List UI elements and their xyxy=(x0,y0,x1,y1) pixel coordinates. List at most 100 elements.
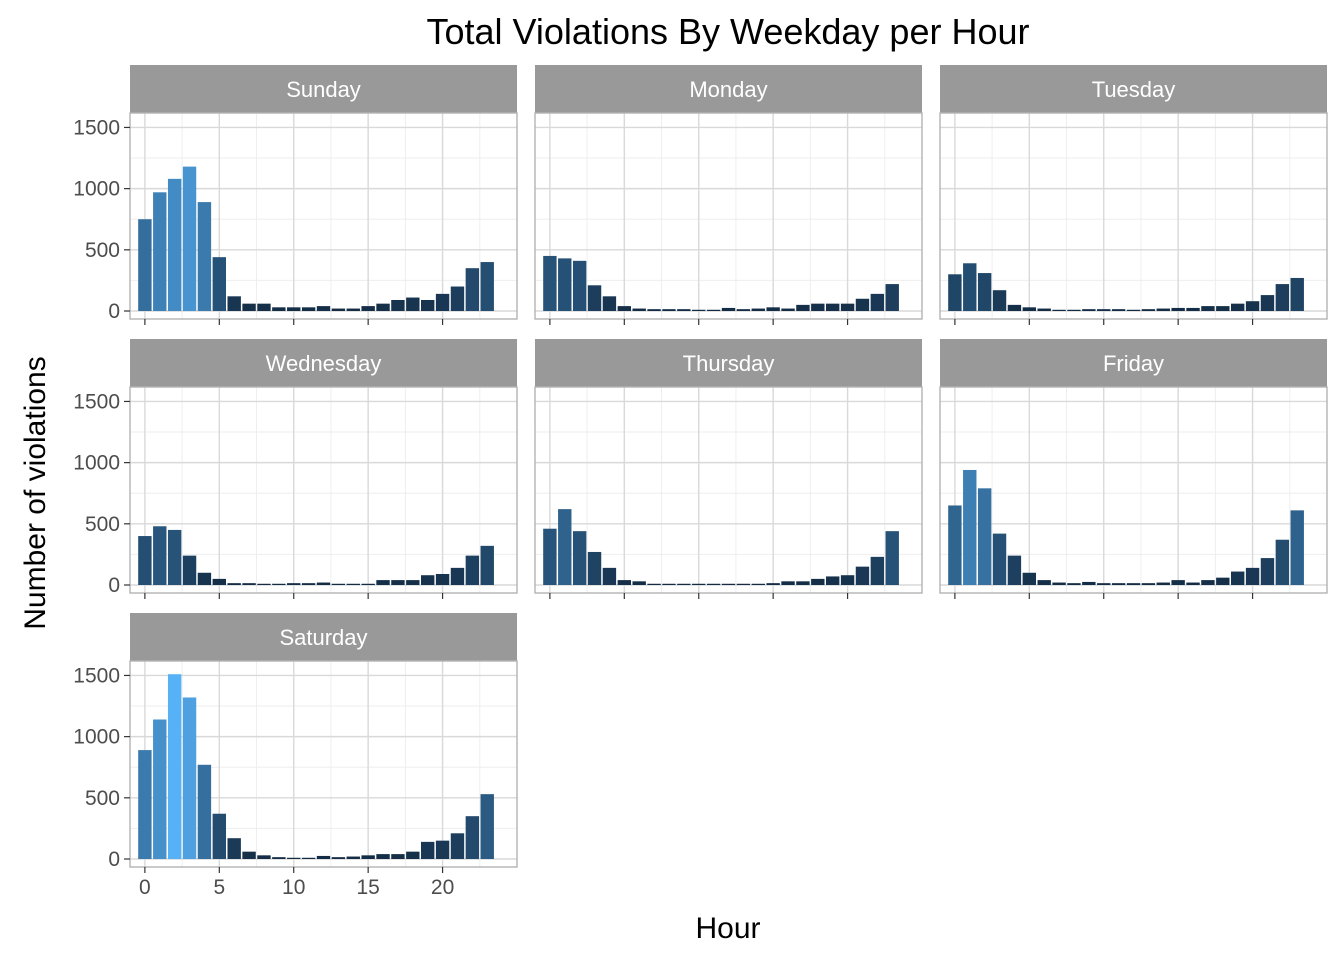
bar-hour-3 xyxy=(182,697,197,859)
bar-hour-21 xyxy=(855,566,870,585)
bar-hour-10 xyxy=(1097,309,1111,311)
bar-hour-13 xyxy=(1141,309,1156,311)
bar-hour-23 xyxy=(885,284,899,311)
bar-hour-7 xyxy=(1052,582,1066,585)
bar-hour-22 xyxy=(465,816,480,859)
bar-hour-12 xyxy=(721,583,736,585)
bar-hour-2 xyxy=(167,529,182,585)
bar-hour-15 xyxy=(1171,580,1185,585)
bar-hour-14 xyxy=(346,583,360,585)
bar-hour-1 xyxy=(558,509,572,585)
y-tick-label: 500 xyxy=(85,239,120,262)
bar-hour-4 xyxy=(1007,555,1022,585)
bar-hour-6 xyxy=(632,581,646,585)
bar-hour-6 xyxy=(227,296,241,311)
facet-strip-label: Wednesday xyxy=(266,351,382,376)
facet-strip xyxy=(130,339,517,387)
bar-hour-15 xyxy=(1171,307,1185,311)
bar-hour-22 xyxy=(465,268,480,311)
bar-hour-11 xyxy=(706,583,721,585)
bar-hour-21 xyxy=(1260,558,1275,585)
bar-hour-3 xyxy=(587,285,602,311)
facet-panel-sunday: Sunday 0 500 1000 1500 xyxy=(73,65,518,325)
facet-strip xyxy=(940,339,1327,387)
bar-hour-16 xyxy=(781,308,795,311)
facet-strip xyxy=(130,613,517,661)
bar-hour-7 xyxy=(242,851,256,859)
bar-hour-7 xyxy=(647,309,661,311)
bar-hour-14 xyxy=(346,856,360,859)
bar-hour-8 xyxy=(257,583,271,585)
bar-hour-2 xyxy=(167,674,182,859)
bar-hour-8 xyxy=(257,855,271,859)
bar-hour-6 xyxy=(632,308,646,311)
bar-hour-4 xyxy=(602,296,617,311)
chart-title: Total Violations By Weekday per Hour xyxy=(427,11,1030,52)
bar-hour-12 xyxy=(316,855,331,859)
bar-hour-22 xyxy=(870,556,885,585)
panel-border xyxy=(939,386,1328,594)
bar-hour-22 xyxy=(1275,539,1290,585)
facet-strip-label: Thursday xyxy=(683,351,775,376)
x-axis-title: Hour xyxy=(695,912,760,945)
bar-hour-23 xyxy=(1290,277,1304,311)
bar-hour-11 xyxy=(706,309,721,311)
bar-hour-12 xyxy=(316,306,331,311)
bar-hour-3 xyxy=(182,555,197,585)
facet-strip-label: Sunday xyxy=(286,77,361,102)
bar-hour-13 xyxy=(1141,583,1156,585)
bar-hour-4 xyxy=(197,572,212,585)
bar-hour-16 xyxy=(1186,582,1200,585)
bar-hour-6 xyxy=(1037,580,1051,585)
bar-hour-19 xyxy=(420,575,435,585)
bar-hour-21 xyxy=(450,286,465,311)
bar-hour-20 xyxy=(1245,301,1260,311)
bar-hour-13 xyxy=(736,583,751,585)
facet-strip xyxy=(130,65,517,113)
bar-hour-3 xyxy=(182,166,197,311)
facet-panel-wednesday: Wednesday 0 500 1000 1500 xyxy=(73,339,518,599)
bar-hour-11 xyxy=(301,583,316,585)
bar-hour-15 xyxy=(361,583,375,585)
bar-hour-14 xyxy=(751,583,765,585)
bar-hour-11 xyxy=(1111,583,1126,585)
facet-panel-friday: Friday xyxy=(939,339,1328,599)
bar-hour-7 xyxy=(242,303,256,311)
bar-hour-19 xyxy=(825,303,840,311)
bar-hour-2 xyxy=(977,273,992,311)
bar-hour-23 xyxy=(1290,510,1304,585)
bar-hour-11 xyxy=(301,857,316,859)
bar-hour-17 xyxy=(391,854,405,859)
bar-hour-5 xyxy=(212,578,227,585)
panel-border xyxy=(534,112,923,320)
bar-hour-9 xyxy=(1082,309,1096,311)
facet-strip-label: Saturday xyxy=(279,625,367,650)
bar-hour-3 xyxy=(992,533,1007,585)
bar-hour-20 xyxy=(435,840,450,859)
bar-hour-13 xyxy=(736,309,751,311)
bar-hour-5 xyxy=(1022,307,1037,311)
bar-hour-15 xyxy=(361,306,375,311)
bar-hour-1 xyxy=(153,192,167,311)
bar-hour-17 xyxy=(391,299,405,311)
bar-hour-18 xyxy=(811,578,825,585)
bar-hour-16 xyxy=(376,303,390,311)
bar-hour-0 xyxy=(138,219,152,311)
panel-border xyxy=(129,386,518,594)
bar-hour-6 xyxy=(227,838,241,859)
facet-strip xyxy=(535,339,922,387)
facet-strip-label: Tuesday xyxy=(1092,77,1176,102)
facet-strip-label: Friday xyxy=(1103,351,1164,376)
bar-hour-6 xyxy=(227,583,241,585)
panel-border xyxy=(129,112,518,320)
bar-hour-19 xyxy=(1230,303,1245,311)
bar-hour-10 xyxy=(287,857,301,859)
bar-hour-5 xyxy=(617,580,632,585)
bar-hour-15 xyxy=(766,307,780,311)
x-tick-label: 5 xyxy=(213,876,225,899)
bar-hour-8 xyxy=(662,583,676,585)
bar-hour-9 xyxy=(677,583,691,585)
facet-strip xyxy=(535,65,922,113)
